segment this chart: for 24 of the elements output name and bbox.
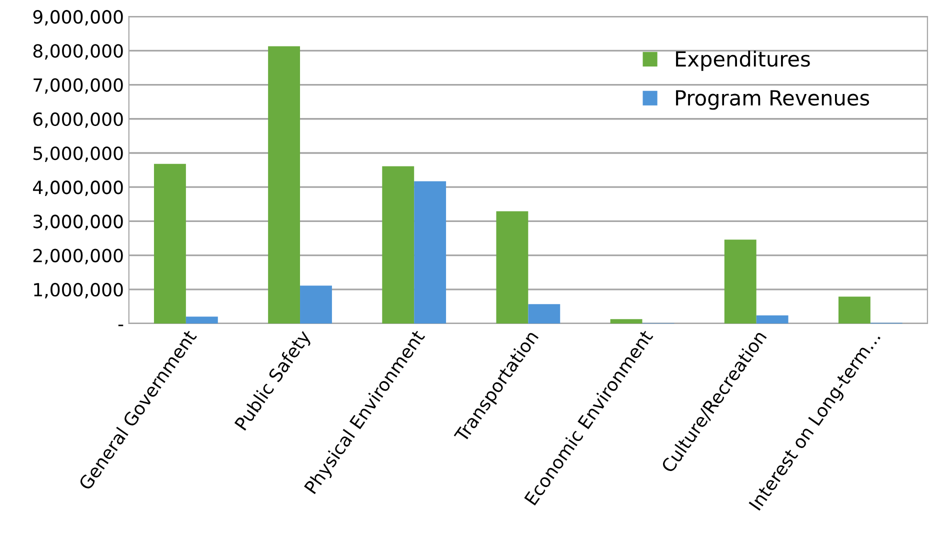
- legend-label: Program Revenues: [676, 90, 870, 110]
- y-tick-label: 5,000,000: [34, 146, 123, 162]
- bar: [382, 166, 414, 324]
- y-tick-label: 3,000,000: [34, 214, 123, 230]
- y-tick-label: 1,000,000: [34, 282, 123, 298]
- bar: [528, 304, 560, 324]
- bar: [154, 164, 186, 324]
- bar: [300, 286, 332, 324]
- y-tick-label: 4,000,000: [33, 180, 123, 196]
- y-tick-label: 2,000,000: [33, 248, 123, 264]
- bar: [414, 181, 446, 324]
- y-tick-label: -: [118, 324, 124, 326]
- legend-label: Expenditures: [676, 50, 810, 71]
- y-tick-label: 9,000,000: [33, 10, 123, 26]
- bar: [268, 46, 300, 324]
- bar: [838, 296, 870, 324]
- y-tick-label: 7,000,000: [34, 78, 123, 94]
- bar: [496, 211, 528, 324]
- y-tick-label: 6,000,000: [33, 112, 123, 128]
- y-tick-label: 8,000,000: [33, 44, 123, 60]
- bar: [186, 316, 218, 324]
- bar: [610, 319, 642, 324]
- bar: [724, 240, 756, 324]
- bar: [756, 315, 788, 324]
